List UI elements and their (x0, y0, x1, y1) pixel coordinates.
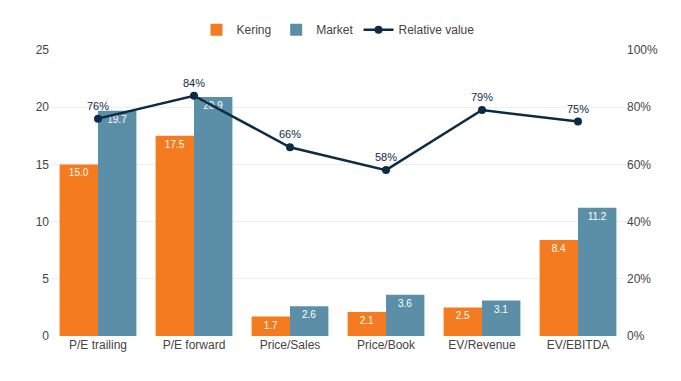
svg-text:P/E forward: P/E forward (163, 338, 226, 352)
svg-text:8.4: 8.4 (552, 243, 566, 254)
svg-text:79%: 79% (471, 91, 493, 103)
svg-text:10: 10 (36, 215, 50, 229)
svg-text:15: 15 (36, 158, 50, 172)
svg-text:0: 0 (42, 329, 49, 343)
svg-text:Kering: Kering (237, 23, 272, 37)
svg-text:17.5: 17.5 (165, 139, 185, 150)
svg-text:40%: 40% (627, 215, 651, 229)
svg-text:20%: 20% (627, 272, 651, 286)
svg-text:Price/Book: Price/Book (357, 338, 416, 352)
svg-text:20.9: 20.9 (203, 100, 223, 111)
svg-text:0%: 0% (627, 329, 645, 343)
svg-text:66%: 66% (279, 128, 301, 140)
svg-text:25: 25 (36, 43, 50, 57)
svg-text:19.7: 19.7 (107, 114, 127, 125)
svg-text:1.7: 1.7 (264, 320, 278, 331)
svg-text:11.2: 11.2 (588, 211, 607, 222)
svg-text:2.5: 2.5 (456, 310, 470, 321)
svg-text:60%: 60% (627, 158, 651, 172)
svg-text:75%: 75% (567, 103, 589, 115)
svg-text:2.1: 2.1 (360, 315, 374, 326)
svg-text:80%: 80% (627, 100, 651, 114)
svg-text:15.0: 15.0 (69, 167, 89, 178)
svg-text:5: 5 (42, 272, 49, 286)
svg-text:20: 20 (36, 100, 50, 114)
svg-text:Market: Market (316, 23, 353, 37)
svg-text:3.1: 3.1 (494, 304, 508, 315)
svg-text:100%: 100% (627, 43, 658, 57)
svg-text:EV/Revenue: EV/Revenue (448, 338, 516, 352)
svg-text:58%: 58% (375, 151, 397, 163)
svg-text:76%: 76% (87, 100, 109, 112)
svg-text:P/E trailing: P/E trailing (69, 338, 127, 352)
svg-text:Price/Sales: Price/Sales (260, 338, 321, 352)
svg-text:EV/EBITDA: EV/EBITDA (547, 338, 610, 352)
svg-text:Relative value: Relative value (399, 23, 475, 37)
svg-text:3.6: 3.6 (398, 298, 412, 309)
svg-text:84%: 84% (183, 77, 205, 89)
svg-text:2.6: 2.6 (302, 309, 316, 320)
